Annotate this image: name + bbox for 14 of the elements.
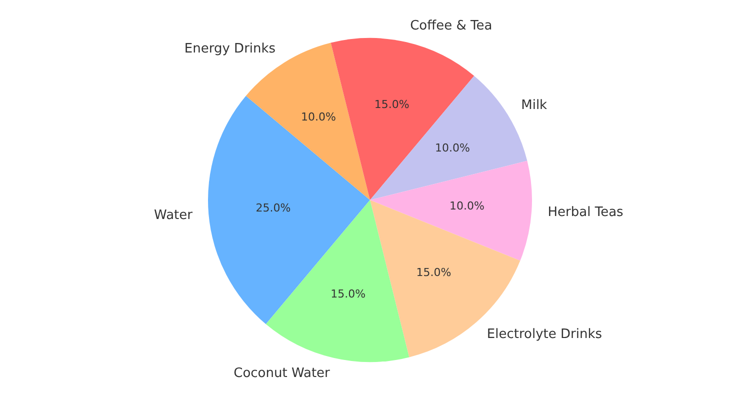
slice-label: Milk <box>521 98 548 113</box>
slice-label: Herbal Teas <box>548 204 624 220</box>
slice-label: Electrolyte Drinks <box>486 326 602 342</box>
slice-label: Coconut Water <box>234 366 331 382</box>
slice-label: Coffee & Tea <box>410 18 492 34</box>
data-label: 10.0% <box>301 110 336 124</box>
data-label: 25.0% <box>256 201 291 214</box>
data-label: 15.0% <box>330 288 366 301</box>
slice-label: Energy Drinks <box>184 41 276 56</box>
slice-label: Water <box>154 208 194 223</box>
data-label: 10.0% <box>434 141 470 154</box>
data-label: 10.0% <box>449 200 484 213</box>
data-label: 15.0% <box>374 98 410 112</box>
data-label: 15.0% <box>416 266 452 280</box>
